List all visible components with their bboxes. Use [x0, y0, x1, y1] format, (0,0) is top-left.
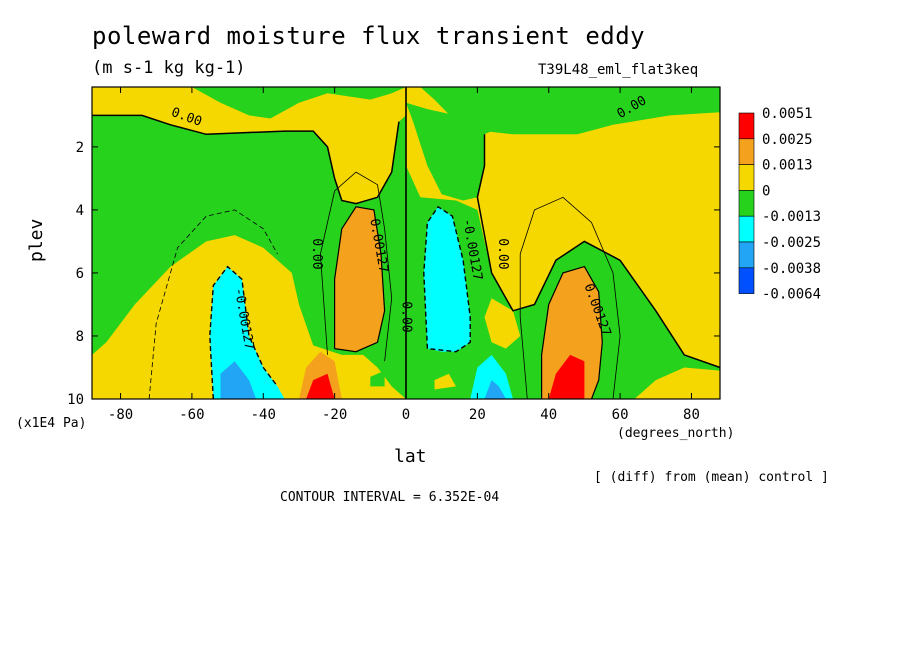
x-tick-label: 0 — [402, 407, 410, 423]
colorbar-swatch — [738, 241, 755, 269]
colorbar-swatch — [738, 164, 755, 191]
contour-pos-south — [334, 206, 386, 353]
x-tick-label: 40 — [540, 407, 557, 423]
x-axis-label: lat — [394, 446, 427, 467]
x-ticks: -80 -60 -40 -20 0 20 40 60 80 — [108, 87, 700, 423]
contour-label: 0.00 — [309, 238, 324, 269]
fill-yellow-pocket-sw — [263, 285, 292, 349]
x-tick-label: -20 — [322, 407, 347, 423]
fill-yellow-island-n — [434, 373, 456, 390]
fill-yellow-sw-corner — [92, 367, 192, 399]
x-tick-label: -40 — [251, 407, 276, 423]
y-unit-label: (x1E4 Pa) — [16, 416, 87, 431]
x-tick-label: 80 — [683, 407, 700, 423]
x-tick-label: 60 — [612, 407, 629, 423]
y-tick-label: 8 — [76, 329, 84, 345]
colorbar-swatch — [738, 215, 755, 243]
colorbar: 0.0051 0.0025 0.0013 0 -0.0013 -0.0025 -0.0038… — [738, 106, 821, 303]
fill-green-island-s — [370, 370, 385, 387]
colorbar-label: 0.0051 — [762, 106, 813, 122]
contour-pos-south-outer — [319, 171, 393, 362]
fill-cyan-north-core — [423, 206, 471, 352]
fill-yellow-pocket-ne — [484, 298, 521, 349]
chart-subtitle: (m s-1 kg kg-1) — [92, 58, 246, 78]
fill-blue-north — [484, 380, 506, 399]
colorbar-label: 0.0013 — [762, 158, 813, 174]
fill-green-top-south — [92, 87, 406, 119]
fill-green-south — [92, 115, 406, 400]
x-unit-label: (degrees_north) — [617, 426, 735, 441]
fill-cyan-north-low — [470, 354, 513, 399]
colorbar-label: 0 — [762, 183, 770, 199]
contour-lines — [92, 87, 721, 400]
contour-neg-south-outer — [148, 209, 278, 400]
colorbar-swatch — [738, 190, 755, 217]
contour-pos-north-outer — [519, 196, 621, 400]
colorbar-swatch — [738, 267, 755, 294]
fill-red-north — [548, 354, 585, 399]
colorbar-label: -0.0025 — [762, 235, 821, 251]
contour-label: 0.00 — [398, 301, 413, 332]
y-tick-label: 2 — [76, 140, 84, 156]
contour-neg-south — [209, 265, 279, 400]
contour-label: 0.00 — [495, 238, 510, 269]
colorbar-label: -0.0038 — [762, 261, 821, 277]
fill-green-top-north — [406, 87, 720, 135]
fill-orange-north — [541, 266, 603, 399]
contour-zero-south-upper — [92, 114, 400, 205]
colorbar-label: -0.0013 — [762, 209, 821, 225]
fill-cyan-south — [209, 266, 285, 399]
chart-title: poleward moisture flux transient eddy — [92, 22, 646, 50]
run-label: T39L48_eml_flat3keq — [538, 62, 699, 78]
colorbar-label: 0.0025 — [762, 132, 813, 148]
contour-neg-north — [423, 205, 471, 353]
fill-blue-south — [220, 361, 257, 399]
diff-note: [ (diff) from (mean) control ] — [594, 470, 829, 485]
y-ticks: 2 4 6 8 10 — [67, 140, 720, 408]
contour-pos-north — [541, 265, 603, 400]
contour-zero-north — [476, 134, 721, 369]
fill-red-south — [306, 373, 335, 399]
y-tick-label: 4 — [76, 203, 84, 219]
x-tick-label: -60 — [179, 407, 204, 423]
colorbar-swatch — [738, 138, 755, 165]
fill-orange-south-core — [334, 206, 385, 352]
y-tick-label: 10 — [67, 392, 84, 408]
x-tick-label: -80 — [108, 407, 133, 423]
x-tick-label: 20 — [469, 407, 486, 423]
fill-green-core-north — [406, 102, 499, 201]
contour-interval: CONTOUR INTERVAL = 6.352E-04 — [280, 490, 500, 505]
colorbar-label: -0.0064 — [762, 287, 821, 303]
fill-yellow-se-corner — [634, 367, 720, 399]
y-tick-label: 6 — [76, 266, 84, 282]
colorbar-swatch — [738, 112, 755, 140]
